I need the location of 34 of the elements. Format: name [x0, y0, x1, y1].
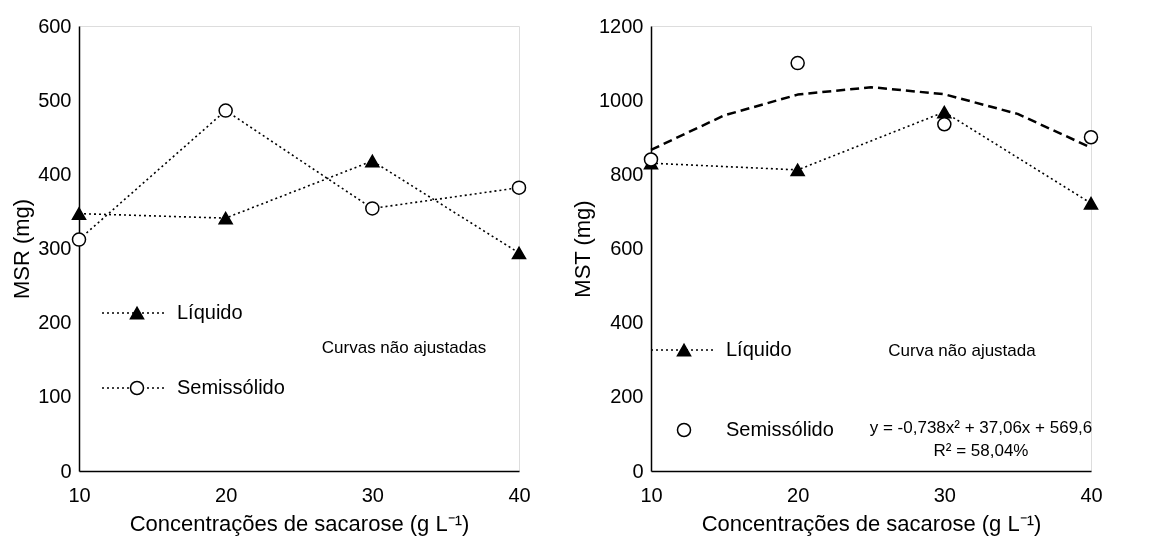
x-tick-label: 20: [215, 483, 238, 506]
y-tick-label: 200: [38, 311, 72, 334]
x-tick-label: 10: [640, 483, 663, 506]
y-tick-label: 1000: [599, 88, 644, 111]
y-tick-label: 0: [60, 459, 72, 482]
y-tick-label: 400: [610, 311, 644, 334]
y-tick-label: 600: [610, 237, 644, 259]
y-tick-label: 0: [632, 459, 644, 482]
x-tick-label: 40: [1080, 483, 1103, 506]
y-tick-label: 100: [38, 385, 72, 408]
y-axis-title: MSR (mg): [9, 198, 35, 300]
y-tick-label: 300: [38, 237, 72, 259]
y-tick-label: 600: [38, 14, 72, 37]
y-tick-label: 1200: [599, 14, 644, 37]
y-tick-label: 400: [38, 162, 72, 185]
legend-label: Líquido: [177, 301, 243, 323]
annotation: R² = 58,04%: [933, 441, 1029, 460]
x-axis-title: Concentrações de sacarose (g L⁻¹): [701, 510, 1042, 536]
x-tick-label: 30: [361, 483, 384, 506]
legend-label: Semissólido: [177, 376, 285, 398]
y-tick-label: 500: [38, 88, 72, 111]
x-axis-title: Concentrações de sacarose (g L⁻¹): [129, 510, 470, 536]
annotation: Curva não ajustada: [888, 341, 1037, 360]
y-tick-label: 200: [610, 385, 644, 408]
x-tick-label: 40: [508, 483, 531, 506]
annotation: Curvas não ajustadas: [321, 338, 487, 357]
annotation: y = -0,738x² + 37,06x + 569,6: [869, 418, 1093, 437]
x-tick-label: 20: [787, 483, 810, 506]
x-tick-label: 30: [933, 483, 956, 506]
x-tick-label: 10: [68, 483, 91, 506]
y-axis-title: MST (mg): [570, 200, 596, 298]
legend-label: Líquido: [726, 338, 792, 360]
legend-label: Semissólido: [726, 418, 834, 440]
y-tick-label: 800: [610, 162, 644, 185]
